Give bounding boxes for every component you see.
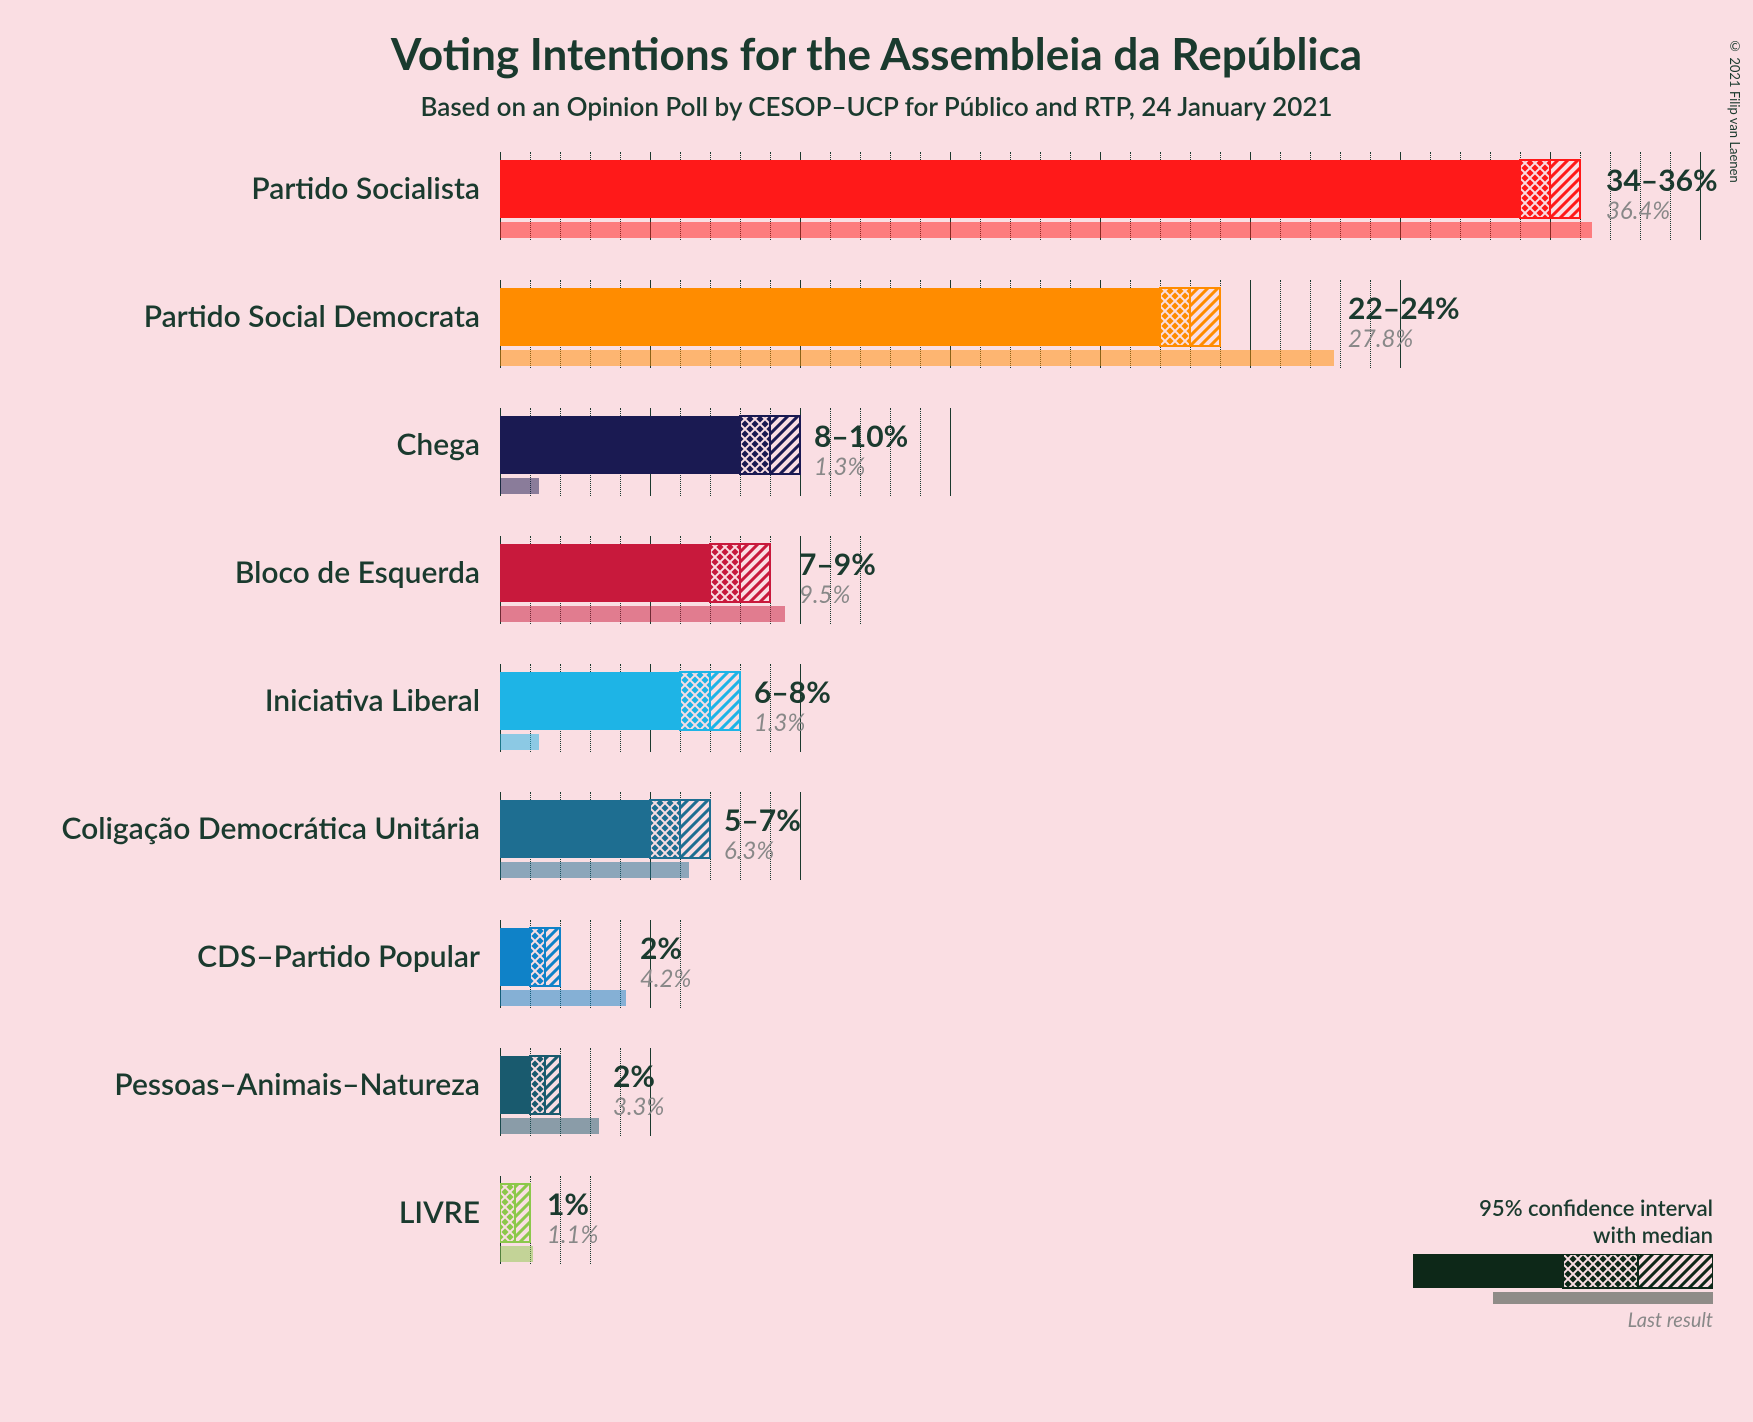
bar-ci-upper (680, 800, 710, 858)
bar-last-result (500, 862, 689, 878)
bar-ci-lower (710, 544, 740, 602)
bar-ci-upper (770, 416, 800, 474)
bar-ci-lower (680, 672, 710, 730)
bar-ci-lower (740, 416, 770, 474)
bar-chart: Partido Socialista (500, 152, 1700, 1304)
bar-row: Partido Social Democrata 22–24% 27.8% (500, 280, 1700, 408)
bar-ci-lower (1520, 160, 1550, 218)
bar-ci-upper (740, 544, 770, 602)
party-label: LIVRE (399, 1194, 480, 1230)
bar-row: Pessoas–Animais–Natureza 2% 3.3% (500, 1048, 1700, 1176)
bar-ci-upper (1550, 160, 1580, 218)
bar-solid (500, 1056, 530, 1114)
party-label: Bloco de Esquerda (235, 554, 480, 590)
value-range-label: 7–9% (799, 546, 876, 582)
value-last-label: 4.2% (640, 964, 691, 993)
value-last-label: 9.5% (799, 580, 850, 609)
value-range-label: 1% (547, 1186, 589, 1222)
bar-solid (500, 928, 530, 986)
legend-bar-last (1493, 1292, 1713, 1304)
bar-last-result (500, 478, 539, 494)
bar-row: Chega 8–10% 1.3% (500, 408, 1700, 536)
value-last-label: 1.1% (547, 1220, 598, 1249)
party-label: Coligação Democrática Unitária (61, 810, 480, 846)
axis-tick (920, 408, 921, 496)
bar-row: Partido Socialista (500, 152, 1700, 280)
bar-ci-lower (500, 1184, 515, 1242)
legend-bar-sample (1363, 1254, 1713, 1304)
bar-row: Bloco de Esquerda 7–9% 9.5% (500, 536, 1700, 664)
bar-ci-lower (1160, 288, 1190, 346)
value-range-label: 2% (613, 1058, 655, 1094)
axis-tick (1340, 280, 1341, 368)
bar-solid (500, 672, 680, 730)
axis-tick (950, 408, 951, 496)
value-range-label: 34–36% (1606, 162, 1718, 198)
value-range-label: 6–8% (754, 674, 831, 710)
value-last-label: 6.3% (724, 836, 774, 865)
party-label: Chega (396, 426, 480, 462)
legend-bar-ci-lower (1563, 1254, 1638, 1288)
bar-row: Coligação Democrática Unitária 5–7% 6.3% (500, 792, 1700, 920)
bar-last-result (500, 734, 539, 750)
bar-last-result (500, 1118, 599, 1134)
bar-ci-lower (530, 928, 545, 986)
bar-solid (500, 288, 1160, 346)
bar-last-result (500, 350, 1334, 366)
value-last-label: 1.3% (754, 708, 805, 737)
value-range-label: 2% (640, 930, 682, 966)
value-range-label: 5–7% (724, 802, 801, 838)
bar-solid (500, 800, 650, 858)
bar-last-result (500, 222, 1592, 238)
bar-solid (500, 160, 1520, 218)
bar-ci-upper (545, 1056, 560, 1114)
party-label: Iniciativa Liberal (265, 682, 480, 718)
legend-last-label: Last result (1363, 1308, 1713, 1332)
copyright-text: © 2021 Filip van Laenen (1727, 38, 1743, 183)
value-last-label: 27.8% (1348, 324, 1413, 353)
bar-last-result (500, 990, 626, 1006)
bar-ci-upper (545, 928, 560, 986)
bar-last-result (500, 606, 785, 622)
party-label: Pessoas–Animais–Natureza (114, 1066, 480, 1102)
legend: 95% confidence intervalwith median Last … (1363, 1195, 1713, 1332)
bar-row: Iniciativa Liberal 6–8% 1.3% (500, 664, 1700, 792)
party-label: CDS–Partido Popular (197, 938, 480, 974)
value-last-label: 3.3% (613, 1092, 664, 1121)
bar-ci-upper (710, 672, 740, 730)
value-range-label: 22–24% (1348, 290, 1460, 326)
bar-last-result (500, 1246, 533, 1262)
bar-solid (500, 544, 710, 602)
legend-bar-solid (1413, 1254, 1563, 1288)
value-last-label: 36.4% (1606, 196, 1670, 225)
value-range-label: 8–10% (814, 418, 908, 454)
value-last-label: 1.3% (814, 452, 865, 481)
bar-ci-lower (650, 800, 680, 858)
legend-ci-label: 95% confidence intervalwith median (1363, 1195, 1713, 1248)
party-label: Partido Social Democrata (144, 298, 480, 334)
legend-bar-ci-upper (1638, 1254, 1713, 1288)
chart-subtitle: Based on an Opinion Poll by CESOP–UCP fo… (0, 90, 1753, 122)
chart-title: Voting Intentions for the Assembleia da … (0, 28, 1753, 80)
bar-ci-upper (515, 1184, 530, 1242)
bar-row: CDS–Partido Popular 2% 4.2% (500, 920, 1700, 1048)
bar-ci-upper (1190, 288, 1220, 346)
party-label: Partido Socialista (251, 170, 480, 206)
bar-ci-lower (530, 1056, 545, 1114)
bar-solid (500, 416, 740, 474)
